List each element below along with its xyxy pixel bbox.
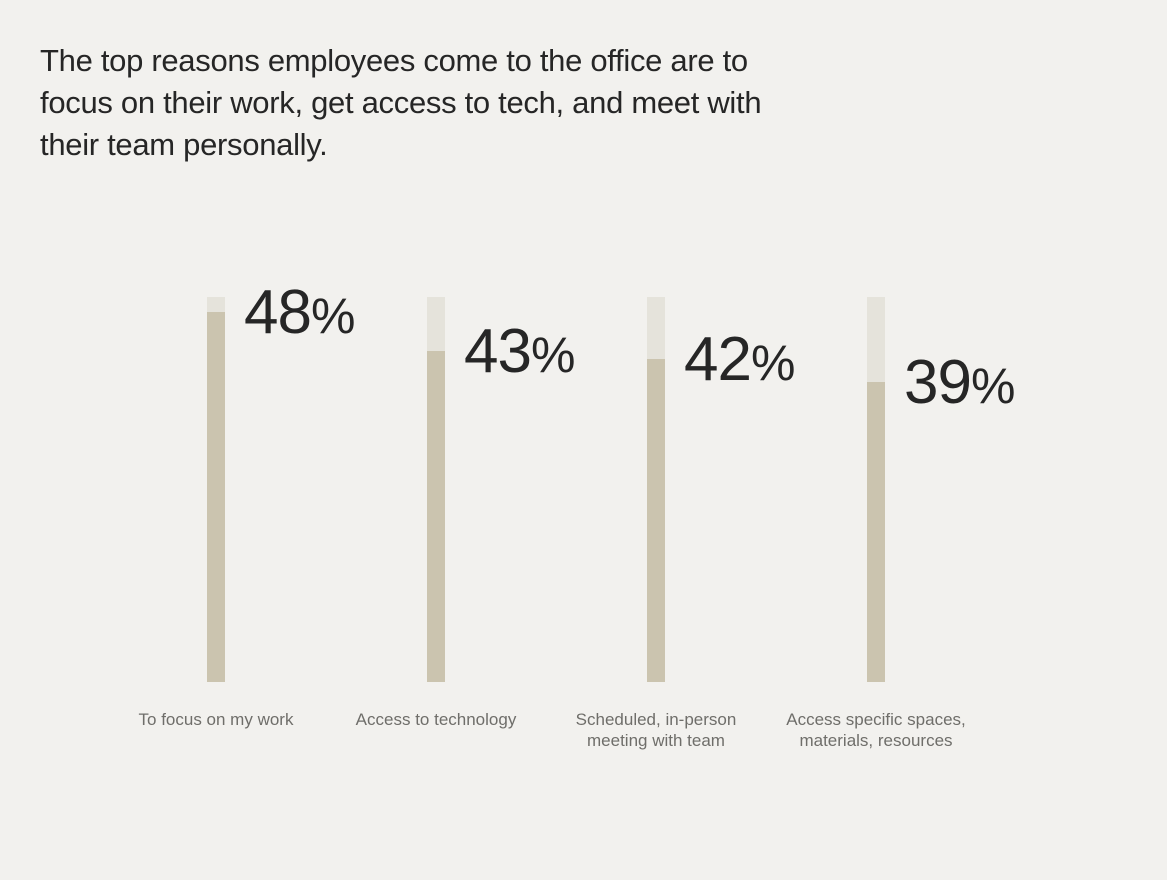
bar: [207, 312, 225, 682]
bar-value-label: 43%: [464, 316, 575, 386]
bar-track: [647, 297, 665, 682]
bar-value-label: 39%: [904, 347, 1015, 417]
bar: [867, 381, 885, 682]
category-label: Scheduled, in-person meeting with team: [575, 710, 737, 750]
bar-track: [427, 297, 445, 682]
bar-value-label: 42%: [684, 324, 795, 394]
bar-value-label: 48%: [244, 278, 355, 348]
category-label: Access to technology: [355, 710, 517, 729]
bar-track: [207, 297, 225, 682]
chart-headline: The top reasons employees come to the of…: [40, 43, 762, 162]
bar: [427, 350, 445, 682]
category-label: Access specific spaces, materials, resou…: [786, 710, 966, 750]
bar-track: [867, 297, 885, 682]
bar: [647, 358, 665, 682]
category-label: To focus on my work: [138, 710, 294, 729]
